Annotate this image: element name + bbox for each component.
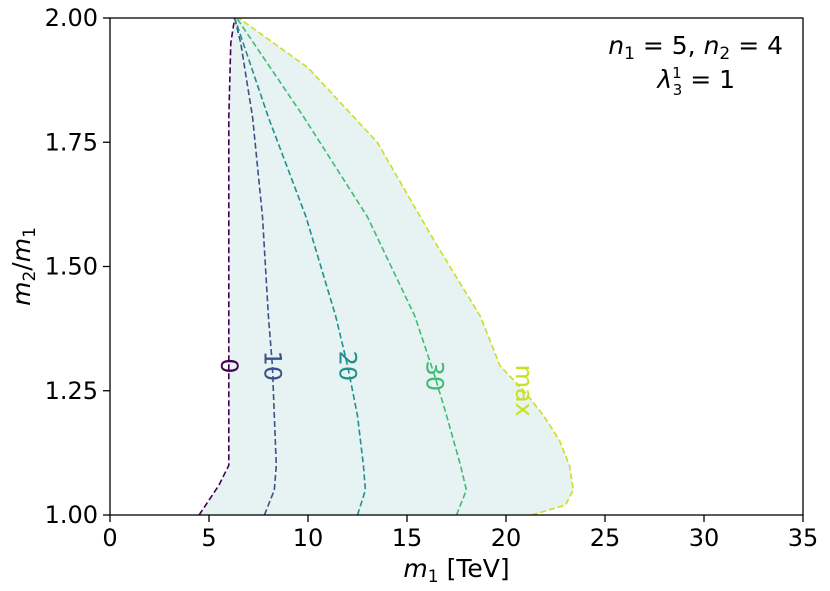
x-axis-label-sub: 1 bbox=[428, 567, 439, 587]
contour-label-10: 10 bbox=[258, 351, 286, 382]
y-axis-label-num: m bbox=[7, 282, 36, 306]
contour-line-max bbox=[238, 17, 575, 516]
x-axis-label-var: m bbox=[403, 554, 427, 583]
x-axis-label-unit: [TeV] bbox=[447, 554, 510, 583]
contour-line-30 bbox=[236, 17, 468, 516]
x-tick-label: 10 bbox=[293, 524, 324, 552]
contour-line-10 bbox=[233, 17, 278, 516]
x-tick-label: 15 bbox=[392, 524, 423, 552]
y-tick-label: 1.00 bbox=[45, 501, 98, 529]
x-tick-label: 20 bbox=[491, 524, 522, 552]
contour-lines bbox=[198, 17, 575, 516]
contour-labels: 0 10 20 30 max bbox=[215, 351, 538, 417]
x-axis-label: m1 [TeV] bbox=[403, 554, 509, 587]
annotation-line-2: λ1 3 = 1 bbox=[655, 64, 735, 99]
y-axis-label-num-sub: 2 bbox=[20, 271, 40, 282]
y-tick-label: 1.75 bbox=[45, 128, 98, 156]
contour-label-30: 30 bbox=[421, 361, 449, 392]
x-tick-label: 25 bbox=[590, 524, 621, 552]
contour-label-max: max bbox=[510, 365, 538, 417]
y-tick-label: 1.25 bbox=[45, 377, 98, 405]
contour-label-0: 0 bbox=[215, 358, 243, 373]
y-ticks: 1.00 1.25 1.50 1.75 2.00 bbox=[45, 4, 110, 529]
y-tick-label: 2.00 bbox=[45, 4, 98, 32]
x-tick-label: 5 bbox=[201, 524, 216, 552]
y-axis-label-den: m bbox=[7, 238, 36, 262]
y-axis-label: m2/m1 bbox=[7, 227, 40, 306]
x-tick-label: 0 bbox=[102, 524, 117, 552]
annotation-line-1: n1 = 5, n2 = 4 bbox=[608, 31, 783, 64]
allowed-region-fill bbox=[199, 18, 574, 515]
parameter-annotation: n1 = 5, n2 = 4 λ1 3 = 1 bbox=[608, 31, 783, 99]
y-tick-label: 1.50 bbox=[45, 253, 98, 281]
contour-label-20: 20 bbox=[334, 351, 362, 382]
y-axis-label-den-sub: 1 bbox=[20, 227, 40, 238]
x-tick-label: 35 bbox=[788, 524, 819, 552]
x-tick-label: 30 bbox=[689, 524, 720, 552]
contour-line-0 bbox=[198, 17, 236, 516]
x-ticks: 0 5 10 15 20 25 30 35 bbox=[102, 515, 818, 552]
